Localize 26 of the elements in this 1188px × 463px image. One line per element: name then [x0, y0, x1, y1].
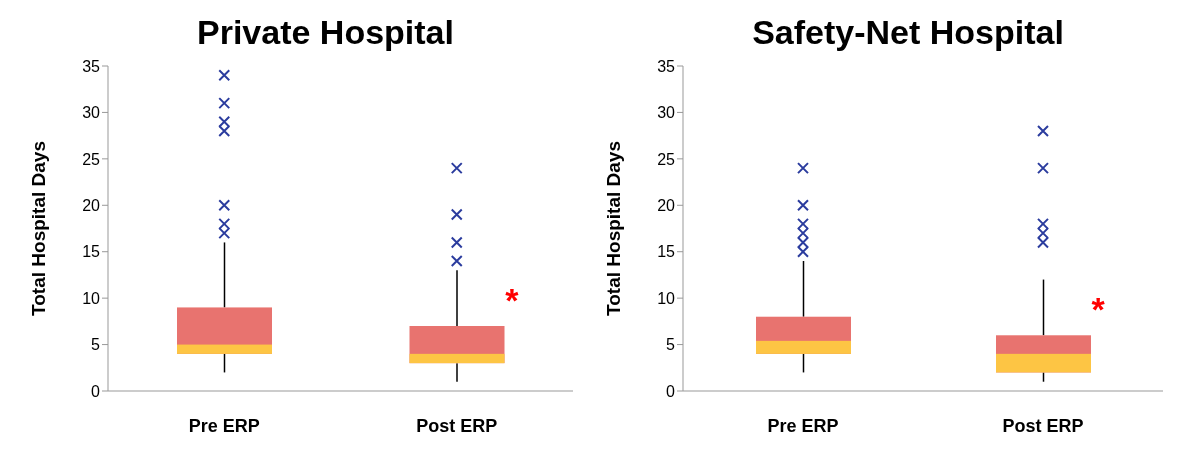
y-tick-label: 15 — [657, 243, 676, 261]
chart-title: Safety-Net Hospital — [751, 12, 1065, 53]
x-tick-label: Pre ERP — [767, 415, 839, 436]
y-tick-label: 20 — [82, 196, 101, 214]
y-tick-label: 35 — [82, 57, 101, 75]
y-tick-label: 15 — [82, 243, 101, 261]
y-tick-label: 30 — [82, 104, 101, 122]
x-tick-label: Pre ERP — [188, 415, 260, 436]
y-tick-label: 20 — [657, 196, 676, 214]
y-tick-label: 10 — [82, 289, 101, 307]
y-tick-label: 30 — [657, 104, 676, 122]
y-tick-label: 0 — [91, 382, 101, 400]
y-tick-label: 0 — [666, 382, 676, 400]
y-tick-label: 5 — [91, 336, 101, 354]
y-tick-label: 10 — [657, 289, 676, 307]
chart-title: Private Hospital — [196, 12, 455, 53]
x-tick-label: Post ERP — [416, 415, 498, 436]
x-tick-label: Post ERP — [1002, 415, 1084, 436]
annotation: * — [505, 281, 520, 320]
y-tick-label: 5 — [666, 336, 676, 354]
y-axis-title: Total Hospital Days — [27, 141, 49, 316]
y-tick-label: 35 — [657, 57, 676, 75]
y-tick-label: 25 — [82, 150, 101, 168]
y-tick-label: 25 — [657, 150, 676, 168]
y-axis-title: Total Hospital Days — [602, 141, 624, 316]
annotation: * — [1091, 290, 1106, 329]
